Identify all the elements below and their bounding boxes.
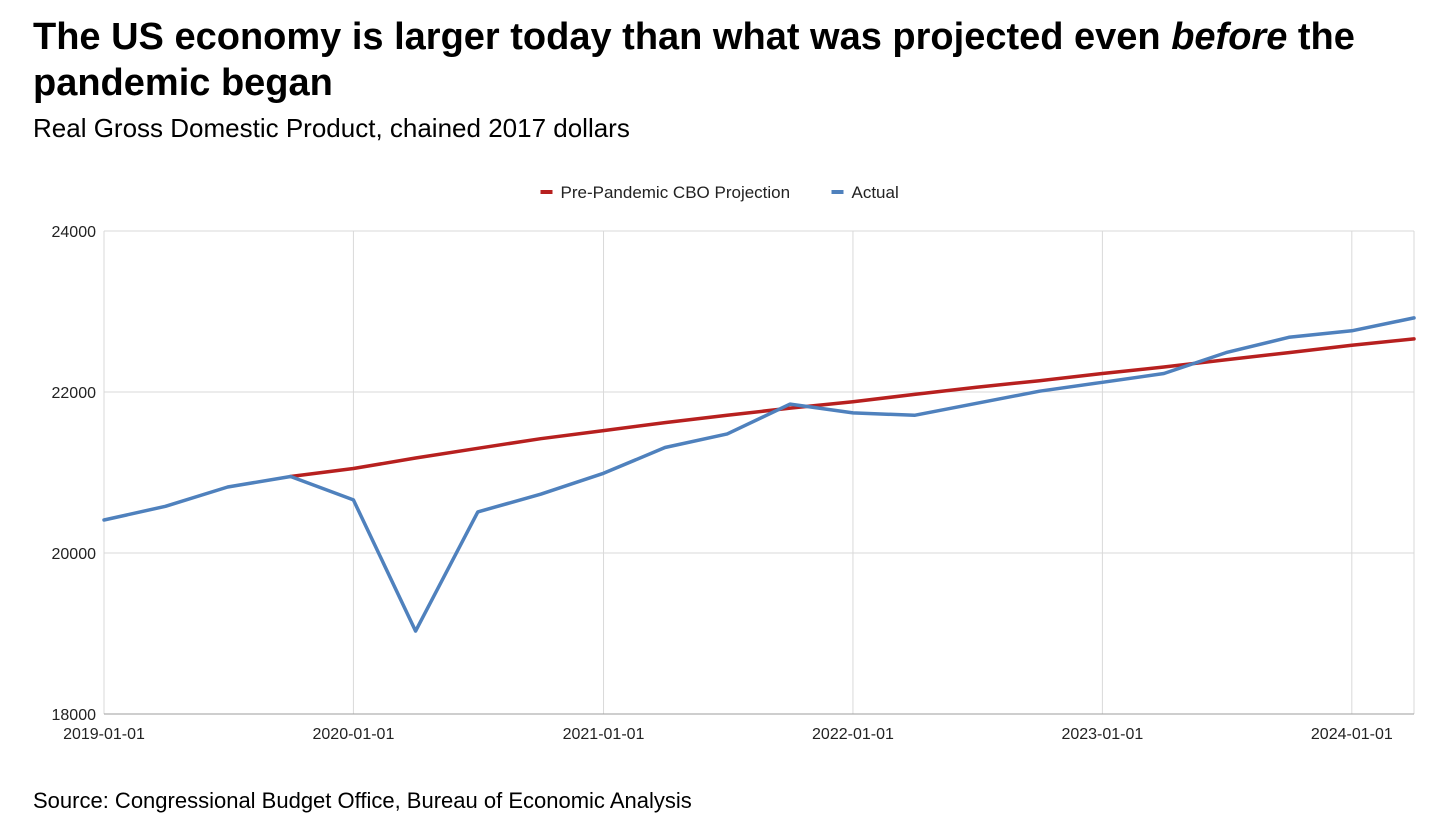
- legend: Pre-Pandemic CBO Projection Actual: [540, 183, 899, 202]
- x-tick-label: 2019-01-01: [63, 726, 145, 743]
- chart-subtitle: Real Gross Domestic Product, chained 201…: [33, 113, 630, 143]
- legend-label: Pre-Pandemic CBO Projection: [561, 183, 791, 202]
- y-tick-label: 20000: [52, 546, 97, 563]
- y-tick-label: 22000: [52, 385, 97, 402]
- title-emphasis: before: [1171, 16, 1288, 58]
- title-text-end: the pandemic began: [33, 16, 1355, 104]
- series-line-projection: [288, 337, 1416, 479]
- x-tick-label: 2024-01-01: [1311, 726, 1393, 743]
- x-tick-label: 2021-01-01: [563, 726, 645, 743]
- line-chart: 18000 20000 22000 24000 2019-01-01 2020-01-01…: [52, 183, 1416, 743]
- x-tick-label: 2020-01-01: [313, 726, 395, 743]
- series-lines: [102, 316, 1416, 633]
- axes: 18000 20000 22000 24000 2019-01-01 2020-01-01…: [52, 224, 1414, 743]
- x-tick-label: 2022-01-01: [812, 726, 894, 743]
- chart-title: The US economy is larger today than what…: [33, 14, 1433, 106]
- title-text-start: The US economy is larger today than what…: [33, 16, 1172, 58]
- y-tick-label: 18000: [52, 707, 97, 724]
- grid-lines: [103, 230, 1415, 715]
- y-tick-label: 24000: [52, 224, 97, 241]
- source-note: Source: Congressional Budget Office, Bur…: [33, 788, 692, 813]
- legend-label: Actual: [852, 183, 899, 202]
- series-line-actual: [102, 316, 1416, 633]
- x-tick-label: 2023-01-01: [1061, 726, 1143, 743]
